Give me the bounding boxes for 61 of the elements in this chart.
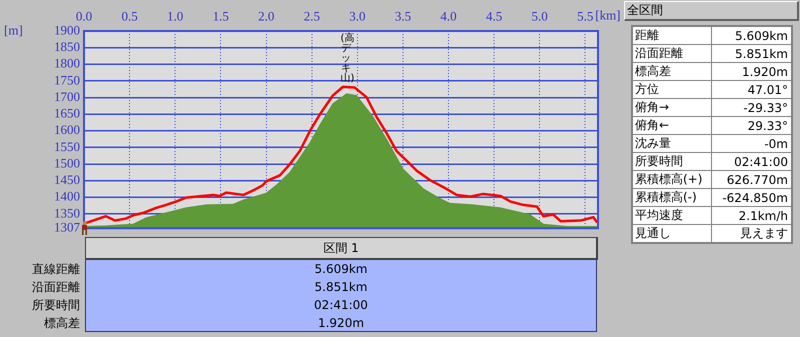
text: 2.1km/h bbox=[712, 206, 792, 224]
text: 所要時間 bbox=[31, 297, 81, 314]
text: 距離 bbox=[632, 26, 712, 44]
text: 見えます bbox=[712, 224, 792, 243]
text: 俯角→ bbox=[632, 98, 712, 116]
y-tick-label: 1750 bbox=[54, 72, 80, 88]
x-tick-label: 2.0 bbox=[258, 8, 274, 24]
y-tick-label: 1307 bbox=[54, 220, 80, 235]
text: 累積標高(-) bbox=[632, 188, 712, 206]
y-tick-label: 1450 bbox=[54, 172, 80, 188]
y-tick-label: 1850 bbox=[54, 39, 80, 54]
text: 47.01° bbox=[712, 80, 792, 98]
text: 5.609km bbox=[712, 26, 792, 44]
x-tick-label: 3.5 bbox=[394, 8, 412, 24]
text: 1.920m bbox=[712, 62, 792, 80]
y-tick-label: 1650 bbox=[54, 106, 80, 121]
text: 5.609km bbox=[85, 260, 597, 278]
text: 02:41:00 bbox=[712, 152, 792, 170]
x-tick-label: 0.5 bbox=[121, 8, 138, 24]
y-tick-label: 1900 bbox=[54, 22, 80, 38]
y-axis-title: [m] bbox=[4, 22, 23, 38]
text: 方位 bbox=[632, 80, 712, 98]
x-tick-label: 1.5 bbox=[212, 8, 229, 24]
text: 全区間 bbox=[624, 1, 799, 21]
text: 沈み量 bbox=[632, 134, 712, 152]
y-tick-label: 1700 bbox=[54, 88, 80, 104]
text: 626.770m bbox=[712, 170, 792, 188]
text: -624.850m bbox=[712, 188, 792, 206]
x-tick-label: 3.0 bbox=[349, 8, 366, 24]
text: 所要時間 bbox=[632, 152, 712, 170]
text: 累積標高(+) bbox=[632, 170, 712, 188]
text: 沿面距離 bbox=[31, 279, 81, 296]
text: 02:41:00 bbox=[85, 296, 597, 314]
x-tick-label: 4.0 bbox=[440, 8, 457, 24]
y-tick-label: 1600 bbox=[54, 122, 80, 138]
text: 29.33° bbox=[712, 116, 792, 134]
y-tick-label: 1400 bbox=[54, 188, 80, 204]
y-tick-label: 1500 bbox=[54, 155, 80, 170]
y-tick-label: 1550 bbox=[54, 138, 80, 154]
x-axis-title: [km] bbox=[595, 7, 621, 22]
y-tick-label: 1800 bbox=[54, 56, 80, 71]
text: 標高差 bbox=[632, 62, 712, 80]
text: 沿面距離 bbox=[632, 44, 712, 62]
text: 俯角← bbox=[632, 116, 712, 134]
text: 5.851km bbox=[85, 278, 597, 296]
y-tick-label: 1350 bbox=[54, 205, 80, 220]
x-tick-label: 5.5 bbox=[577, 8, 594, 24]
text: 直線距離 bbox=[31, 261, 81, 278]
x-tick-label: 4.5 bbox=[486, 8, 502, 24]
x-tick-label: 1.0 bbox=[167, 8, 184, 24]
text: 区間 1 bbox=[85, 237, 598, 260]
text: -29.33° bbox=[712, 98, 792, 116]
x-tick-label: 5.0 bbox=[532, 8, 548, 24]
x-tick-label: 2.5 bbox=[304, 8, 320, 24]
text: 1.920m bbox=[85, 314, 597, 332]
x-tick-label: 0.0 bbox=[76, 8, 92, 24]
text: -0m bbox=[712, 134, 792, 152]
text: 見通し bbox=[632, 224, 712, 243]
text: 標高差 bbox=[43, 315, 81, 332]
text: 5.851km bbox=[712, 44, 792, 62]
text: 平均速度 bbox=[632, 206, 712, 224]
